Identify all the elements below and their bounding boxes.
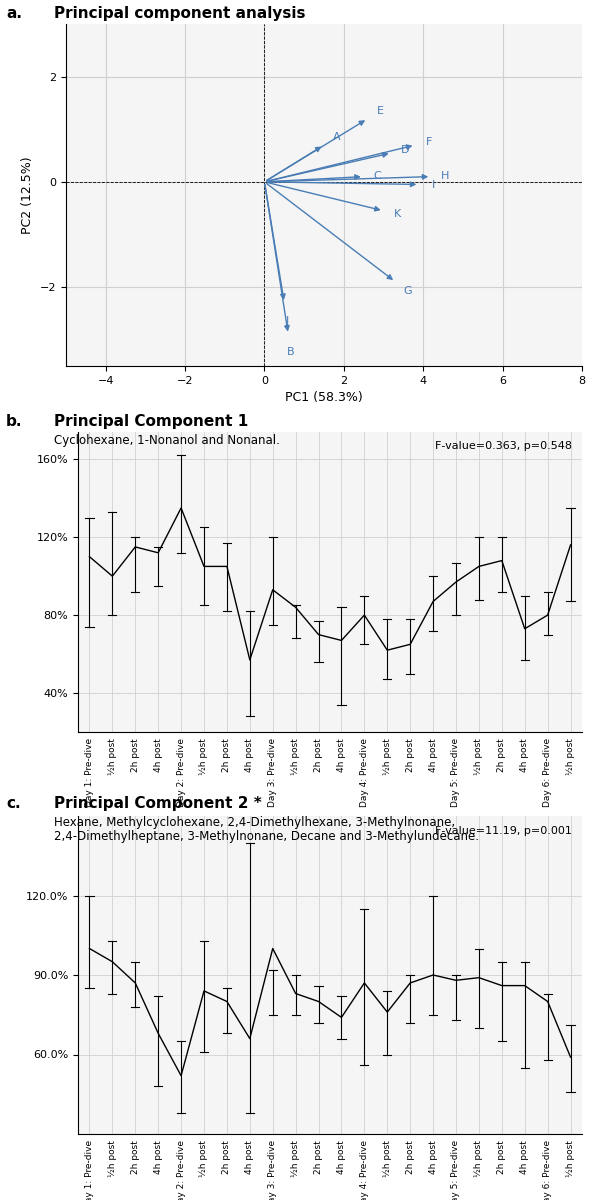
Text: Principal component analysis: Principal component analysis (54, 6, 305, 20)
Text: A: A (333, 132, 340, 143)
Text: F-value=11.19, p=0.001: F-value=11.19, p=0.001 (435, 826, 572, 835)
Text: I: I (431, 180, 435, 190)
Text: c.: c. (6, 796, 20, 811)
Text: B: B (287, 348, 295, 358)
Text: Principal Component 2 *: Principal Component 2 * (54, 796, 262, 811)
Text: H: H (441, 172, 449, 181)
Text: b.: b. (6, 414, 23, 428)
Text: F-value=0.363, p=0.548: F-value=0.363, p=0.548 (435, 440, 572, 451)
Text: a.: a. (6, 6, 22, 20)
Text: Principal Component 1: Principal Component 1 (54, 414, 248, 428)
Text: D: D (401, 145, 409, 155)
Text: Hexane, Methylcyclohexane, 2,4-Dimethylhexane, 3-Methylnonane,: Hexane, Methylcyclohexane, 2,4-Dimethylh… (54, 816, 455, 829)
Text: E: E (377, 106, 384, 116)
Y-axis label: PC2 (12.5%): PC2 (12.5%) (21, 156, 34, 234)
Text: 2,4-Dimethylheptane, 3-Methylnonane, Decane and 3-Methylundecane.: 2,4-Dimethylheptane, 3-Methylnonane, Dec… (54, 830, 479, 844)
Text: C: C (374, 170, 382, 181)
Text: F: F (426, 137, 432, 146)
Text: G: G (403, 286, 412, 296)
Text: Cyclohexane, 1-Nonanol and Nonanal.: Cyclohexane, 1-Nonanol and Nonanal. (54, 434, 280, 448)
Text: K: K (394, 209, 401, 220)
X-axis label: PC1 (58.3%): PC1 (58.3%) (285, 391, 363, 404)
Text: J: J (286, 316, 289, 326)
